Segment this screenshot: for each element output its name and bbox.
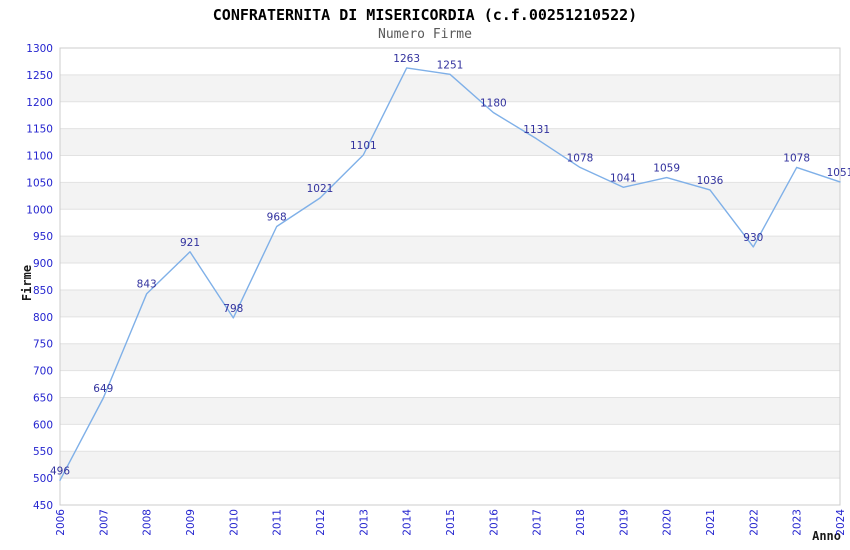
y-tick-label: 950 — [33, 231, 53, 243]
y-tick-label: 850 — [33, 285, 53, 297]
y-tick-label: 1050 — [26, 177, 53, 189]
x-tick-label: 2012 — [315, 509, 327, 536]
data-label: 1101 — [350, 140, 377, 152]
data-label: 1051 — [827, 167, 850, 179]
y-tick-label: 1250 — [26, 70, 53, 82]
data-label: 1078 — [567, 152, 594, 164]
x-tick-label: 2019 — [618, 509, 630, 536]
data-label: 1131 — [523, 124, 550, 136]
y-axis-ticks: 450 500 550 600 650 700 750 800 850 900 950 1000 105… — [26, 43, 53, 512]
data-label: 1021 — [307, 183, 334, 195]
y-tick-label: 1100 — [26, 151, 53, 163]
y-tick-label: 900 — [33, 258, 53, 270]
x-tick-label: 2016 — [488, 509, 500, 536]
data-labels: 496 649 843 921 798 968 1021 1101 1263 1251 1180 11… — [50, 53, 850, 477]
x-tick-label: 2015 — [445, 509, 457, 536]
x-tick-label: 2011 — [272, 509, 284, 536]
x-tick-label: 2006 — [55, 509, 67, 536]
x-tick-label: 2024 — [835, 509, 847, 536]
data-label: 1251 — [437, 59, 464, 71]
data-label: 1078 — [783, 152, 810, 164]
data-label: 921 — [180, 237, 200, 249]
x-tick-label: 2021 — [705, 509, 717, 536]
y-tick-label: 1300 — [26, 43, 53, 55]
data-label: 1036 — [697, 175, 724, 187]
y-tick-label: 500 — [33, 473, 53, 485]
x-axis-ticks: 2006 2007 2008 2009 2010 2011 2012 2013 2014 2015… — [55, 509, 847, 536]
x-tick-label: 2022 — [748, 509, 760, 536]
y-tick-label: 550 — [33, 446, 53, 458]
y-tick-label: 600 — [33, 419, 53, 431]
data-label: 496 — [50, 465, 70, 477]
x-tick-label: 2014 — [402, 509, 414, 536]
y-tick-label: 700 — [33, 366, 53, 378]
chart-title: CONFRATERNITA DI MISERICORDIA (c.f.00251… — [212, 6, 638, 24]
y-tick-label: 650 — [33, 392, 53, 404]
x-tick-label: 2020 — [662, 509, 674, 536]
data-label: 1263 — [393, 53, 420, 65]
plot-border — [59, 47, 841, 506]
x-tick-label: 2013 — [358, 509, 370, 536]
data-label: 930 — [743, 232, 763, 244]
data-label: 798 — [223, 303, 243, 315]
x-axis-label: Anno — [812, 529, 841, 543]
x-tick-label: 2008 — [142, 509, 154, 536]
x-tick-label: 2010 — [228, 509, 240, 536]
x-tick-label: 2009 — [185, 509, 197, 536]
y-tick-label: 1200 — [26, 97, 53, 109]
data-label: 843 — [137, 279, 157, 291]
y-tick-label: 1000 — [26, 204, 53, 216]
x-tick-label: 2017 — [532, 509, 544, 536]
data-label: 968 — [267, 211, 287, 223]
x-tick-label: 2007 — [98, 509, 110, 536]
y-tick-label: 800 — [33, 312, 53, 324]
plot-bands — [60, 48, 840, 505]
data-label: 1059 — [653, 163, 680, 175]
chart-subtitle: Numero Firme — [378, 27, 472, 42]
series-line — [59, 67, 841, 481]
data-label: 649 — [93, 383, 113, 395]
x-tick-label: 2018 — [575, 509, 587, 536]
data-label: 1180 — [480, 98, 507, 110]
y-tick-label: 750 — [33, 339, 53, 351]
y-tick-label: 1150 — [26, 124, 53, 136]
y-tick-label: 450 — [33, 500, 53, 512]
x-tick-label: 2023 — [792, 509, 804, 536]
data-label: 1041 — [610, 172, 637, 184]
